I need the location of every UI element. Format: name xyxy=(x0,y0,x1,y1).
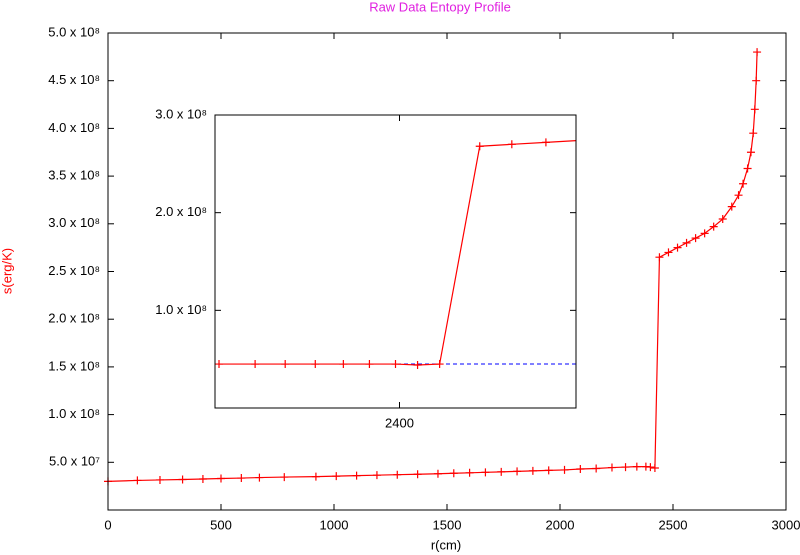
plot-area xyxy=(104,48,762,486)
x-axis-label: r(cm) xyxy=(431,537,461,552)
data-marker xyxy=(391,360,400,369)
y-tick-label: 1.0 x 10⁸ xyxy=(48,406,100,421)
y-tick-label: 3.5 x 10⁸ xyxy=(48,168,100,183)
plot-area xyxy=(215,136,584,370)
data-marker xyxy=(650,464,659,473)
data-marker xyxy=(280,473,289,482)
data-marker xyxy=(332,472,341,481)
x-tick-label: 1500 xyxy=(433,517,462,532)
y-tick-label: 5.0 x 10⁸ xyxy=(48,24,100,39)
y-tick-label: 1.0 x 10⁸ xyxy=(155,302,207,317)
y-axis-label: s(erg/K) xyxy=(0,248,14,294)
data-marker xyxy=(339,360,348,369)
data-marker xyxy=(475,142,484,151)
data-marker xyxy=(682,238,691,247)
data-marker xyxy=(544,466,553,475)
data-marker xyxy=(251,360,260,369)
data-marker xyxy=(198,474,207,483)
x-tick-label: 3000 xyxy=(772,517,800,532)
y-tick-label: 1.5 x 10⁸ xyxy=(48,358,100,373)
x-tick-label: 1000 xyxy=(320,517,349,532)
data-marker xyxy=(691,234,700,243)
data-marker xyxy=(746,148,755,157)
y-tick-label: 2.0 x 10⁸ xyxy=(48,311,100,326)
data-marker xyxy=(365,360,374,369)
y-tick-label: 4.5 x 10⁸ xyxy=(48,72,100,87)
data-marker xyxy=(465,468,474,477)
x-tick-label: 500 xyxy=(210,517,232,532)
data-marker xyxy=(178,475,187,484)
y-tick-label: 4.0 x 10⁸ xyxy=(48,120,100,135)
data-marker xyxy=(753,48,762,57)
data-marker xyxy=(673,243,682,252)
data-marker xyxy=(311,472,320,481)
data-marker xyxy=(497,467,506,476)
data-marker xyxy=(607,463,616,472)
data-marker xyxy=(393,470,402,479)
data-marker xyxy=(727,202,736,211)
x-tick-label: 2400 xyxy=(385,415,414,430)
data-marker xyxy=(655,253,664,262)
data-marker xyxy=(734,191,743,200)
data-marker xyxy=(646,463,655,472)
plot-frame xyxy=(214,114,577,409)
data-marker xyxy=(718,215,727,224)
data-marker xyxy=(528,466,537,475)
data-marker xyxy=(513,467,522,476)
data-marker xyxy=(352,471,361,480)
data-marker xyxy=(155,475,164,484)
data-marker xyxy=(739,179,748,188)
data-marker xyxy=(541,138,550,147)
data-marker xyxy=(281,360,290,369)
data-marker xyxy=(435,360,444,369)
data-marker xyxy=(750,105,759,114)
data-marker xyxy=(215,360,224,369)
y-tick-label: 2.5 x 10⁸ xyxy=(48,263,100,278)
data-marker xyxy=(413,470,422,479)
data-marker xyxy=(632,462,641,471)
data-marker xyxy=(749,129,758,138)
chart-title: Raw Data Entopy Profile xyxy=(369,0,511,14)
plot-frame xyxy=(107,32,787,511)
x-tick-label: 2500 xyxy=(659,517,688,532)
data-marker xyxy=(507,140,516,149)
data-marker xyxy=(576,464,585,473)
data-marker xyxy=(372,471,381,480)
x-tick-label: 0 xyxy=(104,517,111,532)
y-tick-label: 3.0 x 10⁸ xyxy=(48,215,100,230)
data-marker xyxy=(133,476,142,485)
data-marker xyxy=(709,222,718,231)
data-marker xyxy=(433,469,442,478)
data-marker xyxy=(311,360,320,369)
data-marker xyxy=(752,76,761,85)
data-marker xyxy=(481,468,490,477)
data-marker xyxy=(449,469,458,478)
data-marker xyxy=(592,464,601,473)
data-marker xyxy=(237,474,246,483)
data-marker xyxy=(576,136,584,144)
data-marker xyxy=(743,164,752,173)
x-tick-label: 2000 xyxy=(546,517,575,532)
y-tick-label: 2.0 x 10⁸ xyxy=(155,204,207,219)
data-marker xyxy=(255,473,264,482)
y-tick-label: 3.0 x 10⁸ xyxy=(155,106,207,121)
y-tick-label: 5.0 x 10⁷ xyxy=(49,454,100,469)
data-marker xyxy=(664,248,673,257)
inset-background xyxy=(215,115,576,408)
data-marker xyxy=(700,229,709,238)
data-marker xyxy=(413,361,422,370)
data-marker xyxy=(217,474,225,483)
data-marker xyxy=(621,463,630,472)
data-marker xyxy=(560,465,569,474)
